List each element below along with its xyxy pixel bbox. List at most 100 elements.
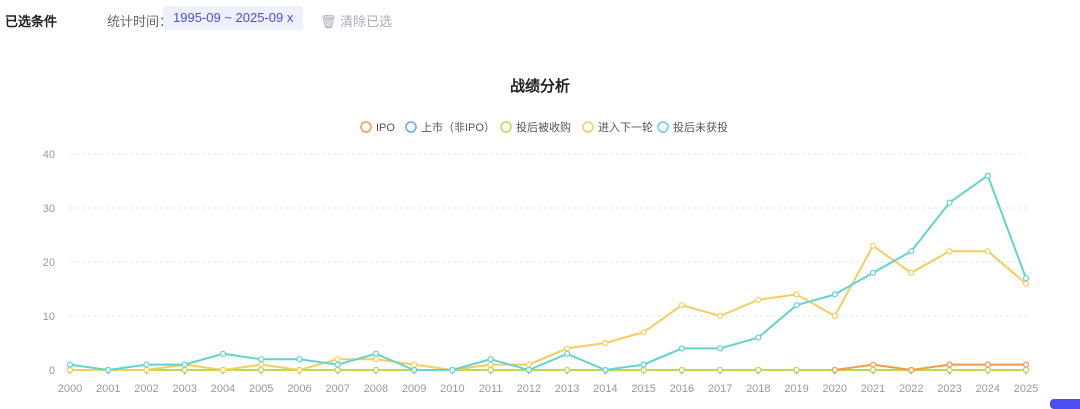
x-tick-label: 2004: [211, 383, 235, 395]
data-point: [296, 366, 303, 374]
selected-conditions-label: 已选条件: [5, 14, 58, 29]
legend-marker: [582, 121, 594, 133]
y-tick-label: 40: [43, 149, 55, 161]
data-point: [640, 329, 647, 336]
data-point: [258, 356, 265, 363]
legend-marker: [657, 121, 669, 133]
x-tick-label: 2006: [287, 383, 311, 395]
data-point: [564, 350, 571, 357]
data-point: [143, 366, 150, 374]
data-point: [716, 345, 724, 352]
data-point: [678, 366, 685, 374]
y-tick-label: 20: [43, 257, 55, 269]
series-line: [834, 363, 1026, 372]
data-point: [640, 366, 647, 374]
data-point: [946, 361, 953, 368]
data-point: [984, 248, 991, 255]
series-line: [70, 244, 1027, 372]
data-point: [449, 366, 456, 374]
trash-icon: 🗑︎: [320, 14, 337, 29]
data-point: [372, 366, 380, 374]
data-point: [793, 366, 800, 374]
data-point: [487, 366, 494, 374]
legend-label: 投后未获投: [673, 120, 728, 134]
x-tick-label: 2012: [517, 383, 541, 395]
clear-label: 清除已选: [340, 14, 393, 29]
data-point: [640, 361, 647, 368]
data-point: [984, 361, 991, 368]
x-tick-label: 2001: [96, 383, 120, 395]
filter-bar: 已选条件 统计时间： 1995-09 ~ 2025-09 x 🗑︎ 清除已选: [0, 0, 1080, 38]
legend-marker: [405, 121, 417, 133]
data-point: [831, 366, 838, 374]
data-point: [487, 361, 494, 368]
x-tick-label: 2015: [631, 383, 655, 395]
data-point: [946, 366, 953, 374]
x-tick-label: 2023: [937, 383, 961, 395]
x-tick-label: 2000: [58, 383, 82, 395]
legend-marker: [360, 121, 372, 133]
data-point: [411, 366, 418, 374]
data-point: [564, 366, 571, 374]
data-point: [334, 361, 341, 368]
x-tick-label: 2009: [402, 383, 426, 395]
data-point: [411, 361, 418, 368]
data-point: [869, 361, 877, 368]
x-tick-label: 2002: [134, 383, 158, 395]
x-tick-label: 2005: [249, 383, 273, 395]
time-label: 统计时间：: [107, 14, 173, 29]
data-point: [525, 361, 532, 368]
legend-label: 投后被收购: [516, 120, 571, 134]
x-tick-label: 2013: [555, 383, 579, 395]
data-point: [908, 366, 915, 374]
data-point: [143, 361, 150, 368]
data-point: [755, 334, 762, 341]
data-point: [946, 199, 953, 206]
x-tick-label: 2020: [823, 383, 847, 395]
data-point: [946, 248, 953, 255]
data-point: [296, 356, 303, 363]
x-tick-label: 2014: [593, 383, 617, 395]
data-point: [869, 269, 877, 276]
data-point: [831, 291, 838, 298]
data-point: [181, 361, 188, 368]
x-tick-label: 2007: [325, 383, 349, 395]
x-tick-label: 2018: [746, 383, 770, 395]
x-tick-label: 2024: [976, 383, 1000, 395]
data-point: [908, 248, 915, 255]
data-point: [908, 269, 915, 276]
data-point: [869, 366, 877, 374]
data-point: [525, 366, 532, 374]
series-line: [69, 174, 1027, 372]
data-point: [181, 366, 188, 374]
x-tick-label: 2022: [899, 383, 923, 395]
x-tick-label: 2021: [861, 383, 885, 395]
data-point: [869, 242, 877, 249]
data-point: [258, 366, 265, 374]
data-point: [66, 361, 74, 368]
x-tick-label: 2016: [670, 383, 694, 395]
data-point: [793, 291, 800, 298]
floating-button[interactable]: [1050, 399, 1080, 409]
data-point: [831, 312, 838, 320]
data-point: [678, 302, 685, 309]
x-tick-label: 2025: [1014, 383, 1038, 395]
data-point: [755, 296, 762, 303]
x-tick-label: 2003: [172, 383, 196, 395]
time-range-chip[interactable]: 1995-09 ~ 2025-09 x: [163, 6, 304, 30]
data-point: [219, 366, 227, 374]
clear-selected-button[interactable]: 🗑︎ 清除已选: [320, 11, 392, 30]
data-point: [602, 339, 609, 347]
data-point: [258, 361, 265, 368]
data-point: [1022, 275, 1030, 282]
legend-label: IPO: [376, 122, 395, 134]
data-point: [66, 366, 74, 374]
data-point: [334, 366, 341, 374]
legend-label: 进入下一轮: [598, 120, 653, 134]
data-point: [372, 356, 380, 363]
data-point: [1022, 280, 1030, 287]
data-point: [716, 366, 724, 374]
chart-title: 战绩分析: [509, 78, 570, 95]
data-point: [1022, 361, 1030, 368]
